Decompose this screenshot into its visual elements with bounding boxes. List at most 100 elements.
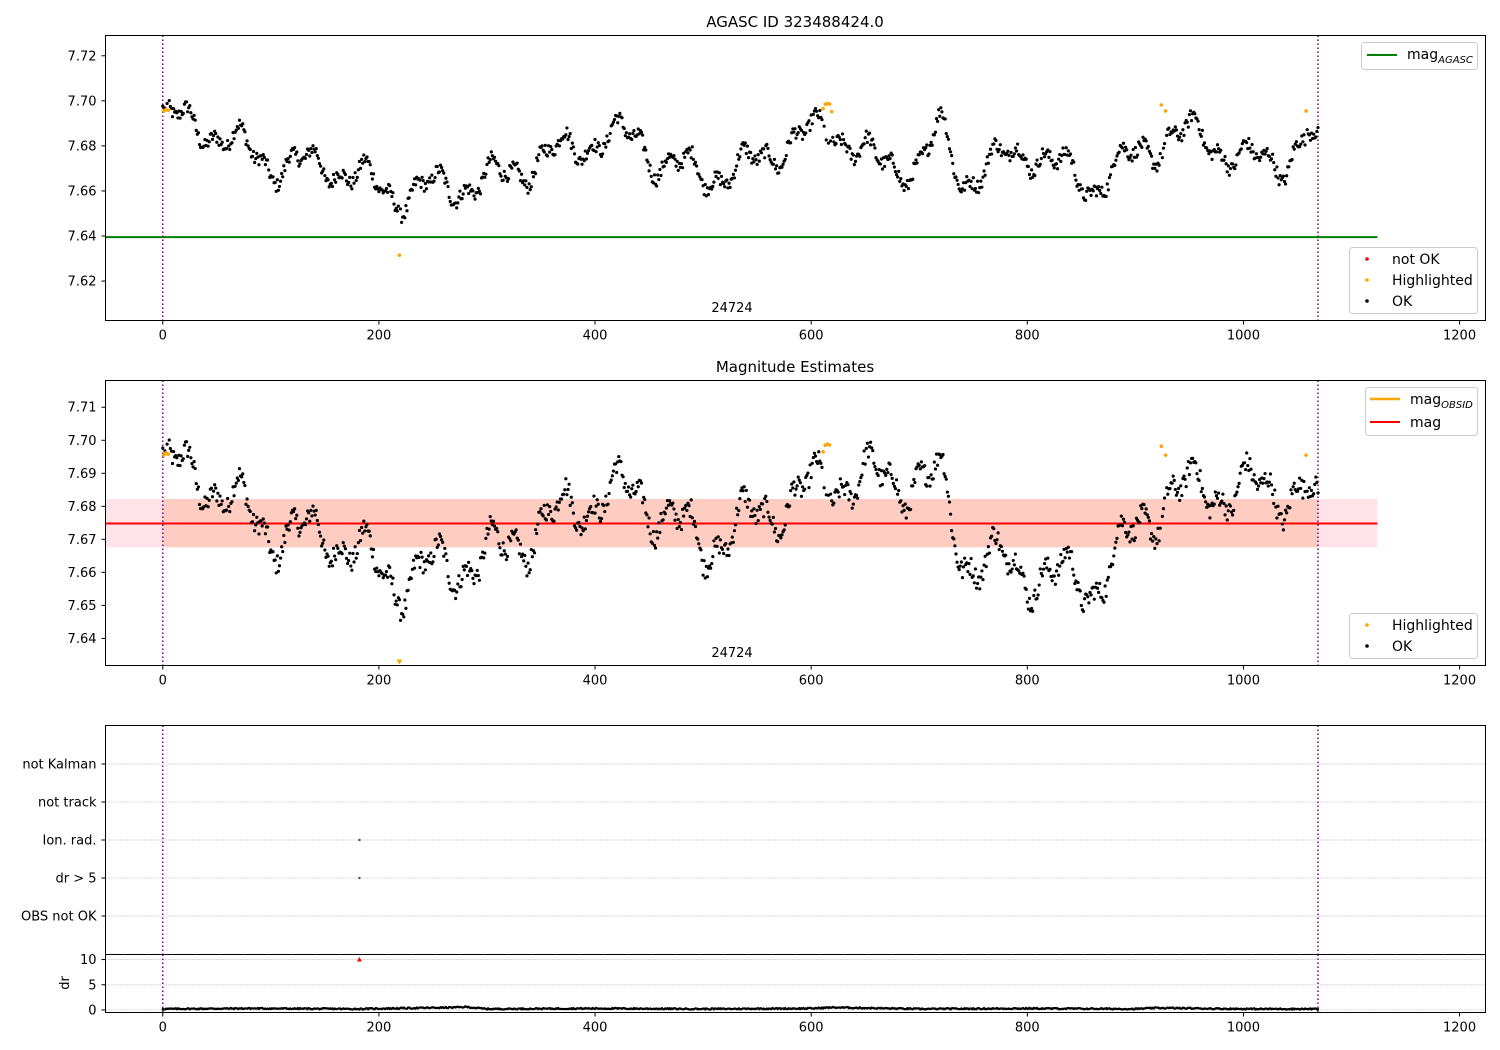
panel2-ok-point (1024, 587, 1028, 591)
panel1-ok-point (1227, 173, 1231, 177)
panel2-ok-point (1059, 552, 1063, 557)
panel1-ok-point (1222, 158, 1226, 162)
panel1-ok-point (1039, 156, 1043, 161)
panel1-ok-point (432, 179, 436, 183)
panel1-ok-point (375, 184, 379, 189)
panel2-ok-point (409, 576, 413, 581)
panel1-ok-point (210, 137, 215, 141)
panel1-ok-point (603, 142, 607, 146)
panel1-ok-point (728, 185, 732, 190)
panel2-ok-point (1050, 579, 1054, 583)
panel2-ok-point (1082, 597, 1087, 601)
panel2-ok-point (782, 528, 786, 532)
panel2-ok-point (563, 488, 567, 492)
panel2-ok-point (1271, 492, 1275, 497)
panel1-ok-point (506, 177, 511, 181)
panel2-ok-point (737, 508, 741, 513)
panel2-ok-point (1273, 488, 1277, 492)
panel2-ok-point (326, 554, 330, 558)
panel2-ok-point (404, 606, 408, 610)
panel2-xtick-label: 200 (366, 674, 391, 689)
panel1-ok-point (639, 130, 644, 134)
panel2-ok-point (360, 525, 364, 530)
panel1-ok-point (745, 144, 750, 148)
panel1-ok-point (465, 185, 470, 189)
panel2-ok-point (822, 486, 826, 490)
panel2-ok-point (1154, 537, 1158, 541)
panel2-ok-point (500, 553, 504, 557)
panel2-ok-point (679, 527, 684, 532)
panel2-ok-point (1048, 567, 1052, 571)
panel1-ok-point (1228, 166, 1233, 171)
panel2-ok-point (594, 504, 598, 508)
panel1-ok-point (377, 190, 381, 194)
panel1-ok-point (553, 153, 557, 157)
panel2-ok-point (946, 494, 951, 498)
panel2-xtick-label: 1000 (1227, 674, 1260, 689)
panel2-ok-point (317, 530, 322, 534)
panel1-ok-point (735, 164, 739, 168)
panel2-ok-point (885, 467, 889, 472)
panel1-ok-point (648, 163, 652, 167)
panel1-ok-point (348, 175, 352, 179)
panel1-ok-point (780, 165, 784, 169)
panel1-ok-point (796, 131, 800, 135)
panel1-ok-point (1034, 162, 1038, 166)
panel1-ok-point (863, 136, 867, 140)
panel2-ok-point (610, 474, 614, 478)
panel1-ok-point (322, 167, 326, 171)
panel2-ok-point (271, 550, 275, 554)
panel2-ok-point (650, 541, 654, 545)
panel2-ok-point (873, 465, 877, 469)
panel1-ok-point (220, 140, 224, 144)
panel2-ok-point (756, 518, 760, 523)
panel1-ok-point (448, 199, 452, 204)
panel1-ok-point (424, 187, 429, 191)
panel2-ok-point (1149, 531, 1154, 536)
panel2-ok-point (362, 519, 366, 523)
panel2-ok-point (472, 582, 476, 586)
panel1-ok-point (550, 147, 554, 152)
panel1-ok-point (1140, 145, 1144, 149)
panel2-ok-point (1285, 511, 1289, 515)
panel1-ok-point (548, 150, 552, 154)
panel2-ok-point (663, 512, 667, 516)
panel1-ok-point (1061, 146, 1065, 150)
panel1-ok-point (367, 160, 371, 164)
panel1-ok-point (1031, 175, 1035, 179)
panel1-ok-point (732, 176, 737, 180)
panel2-ok-point (860, 473, 864, 477)
panel1-ok-point (243, 130, 247, 134)
panel2-ok-point (659, 511, 663, 516)
panel2-ok-point (770, 522, 774, 526)
panel1-xtick-label: 0 (159, 329, 167, 344)
panel1-ok-point (517, 169, 521, 173)
panel2-ok-point (524, 564, 528, 568)
panel2-ok-point (911, 484, 915, 488)
panel2-ok-point (787, 504, 792, 508)
panel1-ok-point (703, 182, 707, 187)
panel2-ok-point (894, 478, 899, 482)
panel1-ok-point (283, 168, 287, 173)
panel2-ok-point (1041, 567, 1046, 571)
panel1-ok-point (930, 143, 934, 147)
panel2-ok-point (1161, 506, 1166, 511)
panel1-ok-point (1186, 125, 1190, 129)
panel1-ok-point (601, 152, 605, 156)
panel1-ok-point (762, 147, 766, 151)
panel1-ok-point (505, 179, 510, 183)
panel1-ok-point (236, 126, 241, 130)
panel1-ok-point (1026, 164, 1030, 169)
panel2-ok-point (552, 519, 556, 523)
panel2-ok-point (1224, 504, 1228, 508)
panel1-ok-point (799, 128, 804, 132)
panel2-ok-point (1012, 563, 1016, 567)
panel2-ok-point (741, 489, 745, 493)
panel2-ok-point (197, 502, 202, 507)
panel2-ok-point (1282, 518, 1287, 522)
panel1-ok-point (752, 160, 756, 164)
panel2-ok-point (850, 506, 854, 510)
panel2-ok-point (446, 575, 450, 579)
panel1-ok-point (766, 146, 770, 150)
panel2-ok-point (1183, 477, 1187, 481)
